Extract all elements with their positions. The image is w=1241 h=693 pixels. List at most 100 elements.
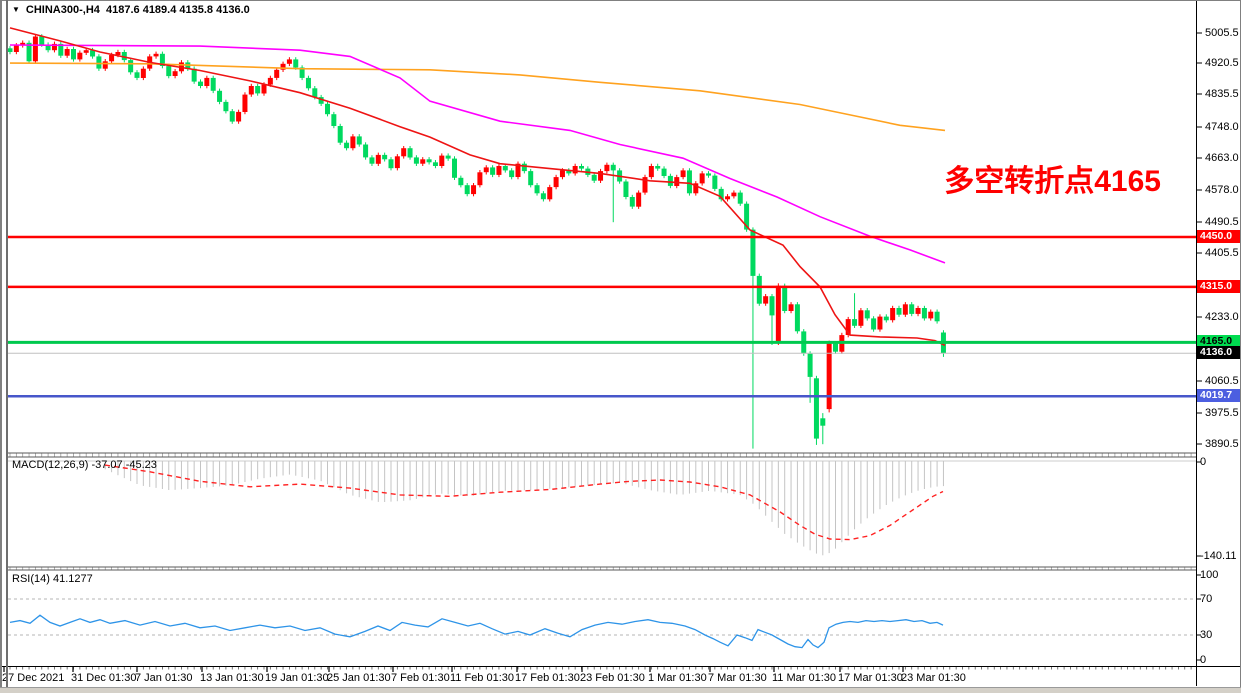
candle-body <box>458 177 464 186</box>
candle-body <box>312 88 318 98</box>
candle-body <box>26 42 32 62</box>
candle-body <box>267 77 273 85</box>
candle-body <box>471 185 477 195</box>
candle-body <box>331 114 337 126</box>
candle-body <box>858 310 864 326</box>
y-axis-tick-label: 4920.5 <box>1205 57 1239 69</box>
x-axis-date-label: 7 Feb 01:30 <box>391 672 450 684</box>
candle-body <box>794 304 800 332</box>
candle-body <box>763 296 769 304</box>
candle-body <box>191 68 197 82</box>
candle-body <box>699 173 705 184</box>
candle-body <box>718 188 724 200</box>
candle-body <box>756 275 762 304</box>
candle-body <box>96 56 102 69</box>
candle-body <box>140 68 146 78</box>
candle-body <box>896 308 902 315</box>
candle-body <box>394 156 400 169</box>
candle-body <box>515 163 521 177</box>
candle-body <box>648 166 654 178</box>
candle-body <box>305 77 311 89</box>
candle-body <box>236 111 242 122</box>
rsi-axis-label: 0 <box>1200 654 1207 666</box>
candles-group <box>7 34 946 449</box>
candle-body <box>452 158 457 178</box>
candle-body <box>852 319 858 326</box>
ma-orange <box>9 62 946 132</box>
price-badge-4450.0: 4450.0 <box>1197 230 1241 243</box>
x-axis-date-label: 17 Feb 01:30 <box>515 672 580 684</box>
panel-separator-rsi[interactable] <box>8 564 1196 572</box>
candle-body <box>909 304 915 314</box>
chevron-down-icon[interactable]: ▼ <box>12 5 20 14</box>
candle-body <box>521 163 527 172</box>
candle-body <box>826 343 832 410</box>
candle-body <box>534 185 540 194</box>
candle-body <box>712 175 718 189</box>
candle-body <box>71 49 76 60</box>
candle-body <box>604 164 610 172</box>
x-axis-date-label: 19 Jan 01:30 <box>265 672 329 684</box>
candle-body <box>229 111 235 122</box>
panel-separator-macd[interactable] <box>8 450 1196 458</box>
candle-body <box>102 61 108 69</box>
candle-body <box>223 101 229 112</box>
candle-body <box>325 103 330 115</box>
candle-body <box>598 171 604 181</box>
candle-body <box>579 166 584 169</box>
candle-body <box>134 72 140 78</box>
y-axis-tick-label: 4748.0 <box>1205 121 1239 133</box>
candle-body <box>610 164 616 171</box>
candle-body <box>382 154 388 160</box>
candle-body <box>680 170 686 178</box>
candle-body <box>90 50 96 57</box>
rsi-indicator-label: RSI(14) 41.1277 <box>12 573 93 585</box>
candle-body <box>356 136 362 145</box>
candle-body <box>509 170 515 178</box>
x-axis-date-label: 1 Mar 01:30 <box>648 672 707 684</box>
candle-body <box>64 49 70 56</box>
candle-body <box>420 159 426 164</box>
candle-body <box>217 90 223 102</box>
rsi-axis-label: 30 <box>1200 629 1213 641</box>
annotation-text: 多空转折点4165 <box>944 165 1161 198</box>
rsi-line <box>9 614 944 649</box>
candle-body <box>667 175 673 186</box>
ma-magenta <box>9 44 946 264</box>
candle-body <box>369 157 375 164</box>
candle-body <box>337 126 343 143</box>
candle-body <box>413 157 419 164</box>
y-axis-tick-label: 4405.5 <box>1205 247 1239 259</box>
candle-body <box>813 378 819 439</box>
candle-body <box>280 63 286 70</box>
candle-body <box>198 81 203 86</box>
candle-body <box>553 177 559 188</box>
candle-body <box>248 86 254 95</box>
candle-body <box>788 304 794 311</box>
candle-body <box>51 43 57 51</box>
y-axis-tick-label: 3890.5 <box>1205 438 1239 450</box>
plot-border-left <box>6 0 8 687</box>
candle-body <box>902 304 908 315</box>
candle-body <box>159 53 165 66</box>
price-badge-4019.7: 4019.7 <box>1197 389 1241 402</box>
candle-body <box>496 166 502 175</box>
candle-body <box>890 308 896 321</box>
candle-body <box>121 52 127 61</box>
candle-body <box>769 296 775 316</box>
x-axis-date-label: 23 Mar 01:30 <box>901 672 966 684</box>
candle-body <box>77 52 83 60</box>
rsi-axis-label: 70 <box>1200 593 1213 605</box>
candle-body <box>502 166 508 171</box>
ma-red <box>9 27 946 347</box>
candle-body <box>350 136 356 149</box>
y-axis-tick-label: 5005.5 <box>1205 27 1239 39</box>
y-axis-tick-label: 4490.5 <box>1205 216 1239 228</box>
candle-body <box>242 94 248 112</box>
candle-body <box>915 308 921 314</box>
candle-body <box>58 43 64 56</box>
candle-body <box>32 36 38 62</box>
chart-title: ▼ CHINA300-,H4 4187.6 4189.4 4135.8 4136.… <box>12 4 250 16</box>
candle-body <box>128 60 134 73</box>
